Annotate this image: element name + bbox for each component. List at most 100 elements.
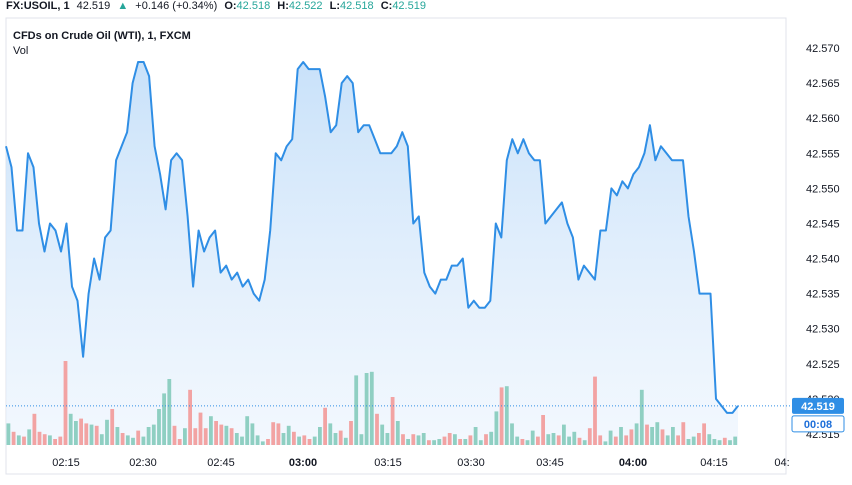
volume-bar	[250, 423, 255, 445]
volume-bar	[162, 393, 166, 445]
volume-bar	[260, 441, 265, 445]
volume-bar	[608, 430, 613, 445]
volume-bar	[525, 440, 530, 445]
volume-bar	[110, 409, 115, 445]
volume-bar	[89, 424, 94, 445]
volume-bar	[79, 418, 83, 445]
volume-label: Vol	[13, 45, 29, 57]
volume-bar	[411, 434, 416, 445]
volume-bar	[567, 436, 571, 445]
volume-bar	[504, 386, 509, 445]
y-tick-label: 42.540	[806, 254, 840, 266]
volume-bar	[385, 433, 390, 445]
x-tick-label: 03:45	[536, 457, 564, 469]
volume-bar	[463, 439, 468, 445]
volume-bar	[691, 436, 696, 445]
volume-bar	[307, 439, 312, 445]
volume-bar	[74, 421, 78, 445]
volume-bar	[484, 434, 488, 445]
volume-bar	[562, 424, 566, 445]
volume-bar	[42, 434, 47, 445]
volume-bar	[619, 427, 623, 445]
low-value: 42.518	[339, 0, 374, 12]
volume-bar	[453, 434, 457, 445]
volume-bar	[406, 439, 410, 445]
open-value: 42.518	[236, 0, 271, 12]
volume-bar	[167, 379, 172, 445]
volume-bar	[499, 387, 504, 445]
volume-bar	[224, 425, 229, 445]
volume-bar	[468, 435, 473, 445]
volume-bar	[338, 430, 343, 445]
volume-bar	[530, 430, 535, 445]
volume-bar	[209, 416, 213, 445]
x-tick-label: 04:	[774, 457, 789, 469]
volume-bar	[193, 428, 198, 445]
volume-bar	[572, 431, 577, 445]
volume-bar	[478, 440, 483, 445]
volume-bar	[32, 413, 37, 445]
volume-bar	[634, 423, 639, 445]
volume-bar	[48, 435, 52, 445]
volume-bar	[390, 397, 395, 445]
volume-bar	[728, 440, 732, 445]
volume-bar	[234, 433, 239, 445]
volume-bar	[546, 434, 551, 445]
volume-bar	[697, 433, 701, 445]
close-label: C:	[380, 0, 393, 12]
volume-bar	[11, 431, 16, 445]
volume-bar	[292, 431, 296, 445]
volume-bar	[458, 439, 462, 445]
volume-bar	[603, 441, 608, 445]
volume-bar	[37, 431, 42, 445]
volume-bar	[395, 421, 400, 445]
volume-bar	[22, 436, 26, 445]
volume-bar	[676, 435, 680, 445]
volume-bar	[245, 416, 250, 445]
volume-bar	[447, 433, 452, 445]
volume-bar	[582, 440, 587, 445]
volume-bar	[27, 429, 32, 445]
volume-bar	[364, 373, 369, 445]
x-tick-label: 03:15	[374, 457, 402, 469]
volume-bar	[120, 433, 125, 445]
volume-bar	[655, 422, 660, 445]
volume-bar	[671, 427, 675, 445]
change-value: +0.146 (+0.34%)	[135, 0, 218, 12]
volume-bar	[354, 375, 359, 445]
volume-bar	[598, 435, 603, 445]
price-badge	[792, 397, 844, 414]
volume-bar	[660, 429, 665, 445]
volume-bar	[650, 427, 654, 445]
volume-bar	[125, 435, 130, 445]
y-tick-label: 42.525	[806, 359, 840, 371]
y-tick-label: 42.565	[806, 78, 840, 90]
countdown-badge	[791, 415, 845, 433]
volume-bar	[328, 423, 333, 445]
high-value: 42.522	[288, 0, 323, 12]
x-tick-label: 04:00	[619, 457, 647, 469]
volume-bar	[240, 436, 244, 445]
y-tick-label: 42.555	[806, 148, 840, 160]
volume-bar	[318, 427, 322, 445]
volume-bar	[536, 436, 540, 445]
legend-bar: FX:USOIL, 1 42.519 ▲ +0.146 (+0.34%) O:4…	[6, 0, 430, 14]
volume-bar	[105, 419, 109, 445]
price-badge-text: 42.519	[801, 401, 835, 413]
x-tick-label: 04:15	[700, 457, 728, 469]
volume-bar	[556, 435, 561, 445]
volume-bar	[380, 424, 385, 445]
y-tick-label: 42.545	[806, 219, 840, 231]
volume-bar	[188, 389, 192, 445]
volume-bar	[157, 409, 161, 445]
volume-bar	[473, 427, 478, 445]
volume-bar	[6, 423, 11, 445]
volume-bar	[717, 440, 722, 445]
volume-bar	[53, 439, 57, 445]
volume-bar	[722, 437, 727, 445]
volume-bar	[271, 422, 276, 445]
volume-bar	[587, 428, 592, 445]
symbol-label: FX:USOIL, 1	[6, 0, 70, 12]
volume-bar	[99, 434, 104, 445]
